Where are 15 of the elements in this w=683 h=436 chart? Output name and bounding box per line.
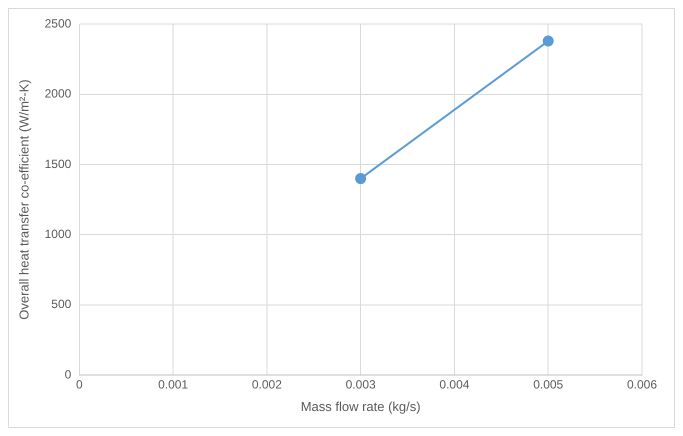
x-tick-label: 0.003 [346,378,376,392]
x-tick-label: 0 [76,378,83,392]
y-tick-label: 500 [51,297,72,312]
y-tick-label: 2000 [44,86,72,101]
y-tick-label: 1500 [44,156,72,171]
x-axis-title: Mass flow rate (kg/s) [300,398,421,414]
x-tick-label: 0.004 [439,378,470,392]
y-axis-title: Overall heat transfer co-efficient (W/m²-K) [16,79,32,320]
y-tick-label: 2500 [44,16,72,31]
y-tick-label: 1000 [44,226,72,241]
y-tick-label: 0 [64,367,72,382]
x-tick-label: 0.006 [626,378,658,392]
x-tick-label: 0.005 [533,378,564,392]
x-tick-label: 0.002 [252,378,282,392]
x-tick-label: 0.001 [158,378,188,392]
